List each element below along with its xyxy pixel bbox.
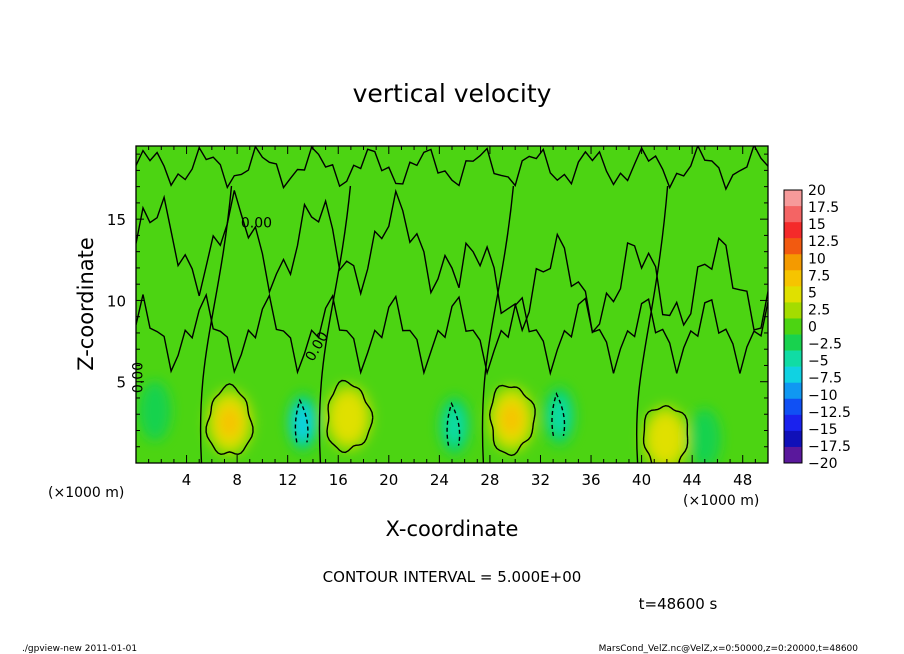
x-tick-label: 20	[379, 471, 398, 489]
contour-label: 0.00	[241, 215, 272, 231]
updraft-core-3-level-3	[500, 403, 523, 436]
colorbar-label: −12.5	[808, 405, 851, 421]
y-tick-label: 10	[107, 292, 126, 310]
x-tick-label: 40	[632, 471, 651, 489]
updraft-core-2-level-3	[337, 401, 360, 434]
zero-contour-column-2	[318, 185, 352, 463]
footer-right-text: MarsCond_VelZ.nc@VelZ,x=0:50000,z=0:2000…	[599, 644, 859, 654]
updraft-contour-3	[488, 384, 536, 457]
downdraft-3-level-2	[549, 395, 570, 436]
colorbar-label: −5	[808, 354, 829, 370]
updraft-contour-4	[642, 404, 689, 463]
colorbar-swatch	[784, 270, 802, 287]
zero-contour-column-4	[635, 185, 669, 463]
colorbar-label: 17.5	[808, 200, 839, 216]
zero-contour-column-1	[199, 185, 233, 463]
x-tick-label: 4	[182, 471, 192, 489]
downdraft-contour-2	[446, 401, 461, 446]
x-unit-label-right: (×1000 m)	[683, 493, 759, 509]
x-tick-label: 24	[430, 471, 449, 489]
colorbar-label: 10	[808, 251, 826, 267]
updraft-contour-1	[205, 383, 254, 456]
colorbar-label: −15	[808, 422, 838, 438]
colorbar-label: −10	[808, 388, 838, 404]
x-tick-label: 32	[531, 471, 550, 489]
colorbar-swatch	[784, 430, 802, 448]
colorbar-swatch	[784, 382, 802, 400]
x-axis-label: X-coordinate	[386, 517, 519, 541]
y-tick-label: 15	[107, 211, 126, 229]
colorbar-swatch	[784, 190, 802, 207]
downdraft-5-level-2	[694, 418, 715, 459]
colorbar-label: 5	[808, 285, 817, 301]
colorbar-label: −2.5	[808, 337, 842, 353]
colorbar-label: −20	[808, 456, 838, 472]
time-text: t=48600 s	[639, 595, 718, 613]
downdraft-contour-1	[294, 398, 309, 443]
downdraft-1-level-2	[292, 402, 313, 443]
colorbar-label: 7.5	[808, 268, 830, 284]
zero-contour-top	[136, 146, 768, 191]
colorbar-label: 0	[808, 320, 817, 336]
colorbar-label: 15	[808, 217, 826, 233]
colorbar-swatch	[784, 318, 802, 335]
x-tick-label: 44	[683, 471, 702, 489]
colorbar-swatch	[784, 446, 802, 464]
plot-area	[136, 146, 768, 463]
updraft-core-4-level-3	[654, 422, 677, 455]
x-tick-label: 48	[733, 471, 752, 489]
updraft-contour-2	[326, 379, 374, 454]
colorbar-swatch	[784, 302, 802, 319]
colorbar-swatch	[784, 238, 802, 255]
x-tick-label: 12	[278, 471, 297, 489]
downdraft-2-level-2	[444, 405, 465, 446]
colorbar-swatch	[784, 222, 802, 239]
colorbar-swatch	[784, 350, 802, 367]
colorbar-swatch	[784, 254, 802, 271]
colorbar-label: 20	[808, 183, 826, 199]
updraft-core-1-level-3	[218, 406, 241, 439]
contour-interval-text: CONTOUR INTERVAL = 5.000E+00	[323, 568, 582, 586]
chart-title: vertical velocity	[353, 79, 552, 108]
colorbar-swatch	[784, 286, 802, 303]
x-unit-label-left: (×1000 m)	[48, 485, 124, 501]
colorbar-label: −17.5	[808, 439, 851, 455]
contour-label: 0.00	[130, 362, 146, 393]
x-tick-label: 8	[232, 471, 242, 489]
downdraft-contour-3	[551, 392, 566, 436]
colorbar-swatch	[784, 398, 802, 416]
colorbar-swatch	[784, 366, 802, 384]
zero-contour-middle	[136, 292, 768, 376]
y-axis-label: Z-coordinate	[74, 237, 98, 371]
x-tick-label: 28	[480, 471, 499, 489]
y-tick-label: 5	[116, 374, 126, 392]
zero-contour-column-3	[481, 185, 515, 463]
colorbar-label: 12.5	[808, 234, 839, 250]
colorbar-label: 2.5	[808, 302, 830, 318]
colorbar-swatch	[784, 206, 802, 223]
colorbar-frame	[783, 189, 803, 464]
x-tick-label: 36	[581, 471, 600, 489]
x-tick-label: 16	[329, 471, 348, 489]
colorbar-swatch	[784, 414, 802, 432]
footer-left-text: ./gpview-new 2011-01-01	[22, 644, 137, 654]
colorbar-label: −7.5	[808, 371, 842, 387]
colorbar-swatch	[784, 334, 802, 351]
zero-contour-upper	[136, 188, 768, 334]
downdraft-4-level-2	[144, 390, 165, 431]
